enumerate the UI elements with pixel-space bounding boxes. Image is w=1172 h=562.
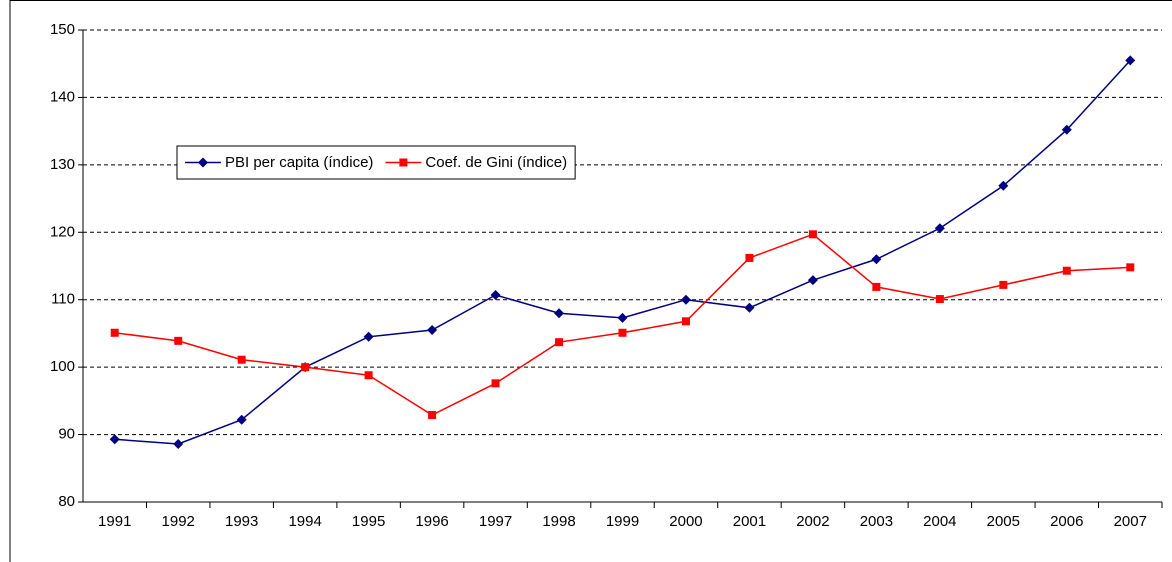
x-tick-label: 1995 [352, 513, 385, 530]
marker [1126, 263, 1135, 272]
x-tick-label: 1991 [98, 513, 131, 530]
x-tick-label: 2005 [987, 513, 1020, 530]
y-tick-label: 80 [58, 493, 75, 510]
marker [999, 280, 1008, 289]
x-tick-label: 2000 [669, 513, 702, 530]
marker [301, 363, 310, 372]
marker [681, 317, 690, 326]
marker [555, 338, 564, 347]
marker [744, 302, 755, 313]
marker [680, 294, 691, 305]
x-tick-label: 1999 [606, 513, 639, 530]
legend-label: PBI per capita (índice) [225, 154, 373, 171]
marker [935, 295, 944, 304]
y-tick-label: 90 [58, 426, 75, 443]
marker [1125, 55, 1136, 66]
x-tick-label: 1996 [415, 513, 448, 530]
marker [490, 289, 501, 300]
x-tick-label: 1998 [542, 513, 575, 530]
marker [236, 414, 247, 425]
marker [871, 254, 882, 265]
marker [617, 312, 628, 323]
legend-label: Coef. de Gini (índice) [425, 154, 567, 171]
x-tick-label: 1997 [479, 513, 512, 530]
marker [363, 331, 374, 342]
marker [554, 308, 565, 319]
y-tick-label: 140 [50, 88, 75, 105]
y-tick-label: 150 [50, 21, 75, 38]
marker [745, 253, 754, 262]
marker [109, 434, 120, 445]
marker [428, 411, 437, 420]
marker [237, 355, 246, 364]
x-tick-label: 1992 [162, 513, 195, 530]
marker [618, 328, 627, 337]
marker [491, 379, 500, 388]
marker [807, 275, 818, 286]
series-line [114, 59, 1131, 445]
marker [174, 336, 183, 345]
marker [1061, 124, 1072, 135]
marker [427, 325, 438, 336]
marker [808, 230, 817, 239]
x-tick-label: 1994 [288, 513, 321, 530]
y-tick-label: 100 [50, 358, 75, 375]
x-tick-label: 2007 [1114, 513, 1147, 530]
x-tick-label: 2003 [860, 513, 893, 530]
series-line [114, 233, 1131, 416]
y-tick-label: 110 [51, 291, 75, 308]
x-tick-label: 2004 [923, 513, 956, 530]
y-tick-label: 120 [50, 223, 75, 240]
marker [872, 282, 881, 291]
marker [1062, 266, 1071, 275]
marker [934, 223, 945, 234]
x-tick-label: 1993 [225, 513, 258, 530]
y-tick-label: 130 [50, 156, 75, 173]
marker [110, 328, 119, 337]
marker [399, 158, 408, 167]
marker [364, 371, 373, 380]
legend-box [176, 145, 576, 180]
marker [198, 157, 208, 168]
marker [998, 180, 1009, 191]
marker [173, 439, 184, 450]
x-tick-label: 2002 [796, 513, 829, 530]
x-tick-label: 2006 [1050, 513, 1083, 530]
x-tick-label: 2001 [733, 513, 766, 530]
